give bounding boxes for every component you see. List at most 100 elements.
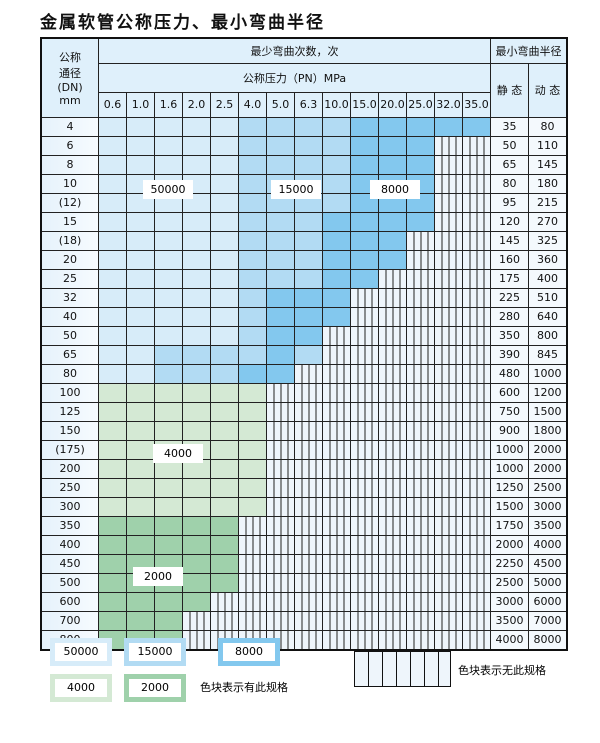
static-radius-cell: 2000 [490,534,529,555]
no-spec-cell [462,496,491,517]
spec-cell-8000 [294,287,323,308]
no-spec-cell [350,477,379,498]
spec-cell-4000 [238,439,267,460]
spec-cell-2000 [98,553,127,574]
dn-cell: 150 [40,420,99,441]
spec-cell-50000 [210,154,239,175]
no-spec-cell [378,439,407,460]
no-spec-cell [434,439,463,460]
spec-cell-50000 [98,325,127,346]
spec-cell-50000 [154,154,183,175]
spec-cell-50000 [98,154,127,175]
static-header: 静 态 [490,62,529,118]
dn-cell: 32 [40,287,99,308]
spec-cell-2000 [154,534,183,555]
dn-cell: 400 [40,534,99,555]
spec-cell-4000 [210,382,239,403]
table-row: 125 750 1500 [40,401,568,422]
spec-cell-15000 [238,230,267,251]
static-radius-cell: 900 [490,420,529,441]
page-title: 金属软管公称压力、最小弯曲半径 [40,13,325,33]
no-spec-cell [462,629,491,650]
spec-cell-50000 [154,249,183,270]
spec-cell-50000 [98,344,127,365]
spec-cell-2000 [210,553,239,574]
no-spec-cell [462,515,491,536]
spec-cell-4000 [210,477,239,498]
no-spec-cell [350,458,379,479]
dynamic-radius-cell: 5000 [528,572,568,593]
static-radius-cell: 350 [490,325,529,346]
no-spec-cell [378,477,407,498]
spec-cell-50000 [98,135,127,156]
table-row: 400 2000 4000 [40,534,568,555]
spec-cell-50000 [210,268,239,289]
spec-cell-8000 [322,211,351,232]
no-spec-cell [350,610,379,631]
dynamic-radius-cell: 2000 [528,458,568,479]
no-spec-cell [462,420,491,441]
spec-cell-4000 [126,458,155,479]
dynamic-radius-cell: 3500 [528,515,568,536]
spec-cell-15000 [294,211,323,232]
dn-cell: 450 [40,553,99,574]
dynamic-radius-cell: 215 [528,192,568,213]
no-spec-cell [406,515,435,536]
dn-cell: 80 [40,363,99,384]
spec-cell-50000 [126,230,155,251]
table-row: 65 390 845 [40,344,568,365]
dn-cell: 700 [40,610,99,631]
spec-cell-15000 [238,192,267,213]
dn-cell: 250 [40,477,99,498]
no-spec-cell [266,572,295,593]
spec-cell-2000 [210,515,239,536]
pressure-column-header: 1.0 [126,91,155,118]
spec-cell-4000 [210,401,239,422]
spec-cell-50000 [98,173,127,194]
dn-cell: 15 [40,211,99,232]
spec-cell-4000 [98,496,127,517]
no-spec-cell [350,344,379,365]
no-spec-cell [434,363,463,384]
no-spec-cell [378,496,407,517]
spec-cell-4000 [238,458,267,479]
spec-cell-15000 [210,344,239,365]
spec-cell-8000 [406,135,435,156]
spec-cell-50000 [154,287,183,308]
no-spec-cell [406,629,435,650]
spec-cell-15000 [238,135,267,156]
no-spec-cell [406,610,435,631]
dn-header-line: mm [59,93,81,107]
dn-cell: 350 [40,515,99,536]
spec-cell-4000 [98,477,127,498]
pressure-column-header: 2.0 [182,91,211,118]
dn-cell: (18) [40,230,99,251]
dn-cell: 125 [40,401,99,422]
dynamic-radius-cell: 800 [528,325,568,346]
table-row: 200 1000 2000 [40,458,568,479]
static-radius-cell: 1750 [490,515,529,536]
spec-cell-50000 [98,306,127,327]
spec-cell-4000 [154,420,183,441]
no-spec-cell [350,629,379,650]
no-spec-cell [294,496,323,517]
spec-cell-50000 [210,173,239,194]
spec-cell-2000 [98,515,127,536]
dn-cell: (12) [40,192,99,213]
dynamic-radius-cell: 360 [528,249,568,270]
static-radius-cell: 65 [490,154,529,175]
legend-hatch-swatch [354,651,451,687]
spec-cell-15000 [238,116,267,137]
spec-cell-4000 [154,477,183,498]
no-spec-cell [406,363,435,384]
pressure-column-header: 10.0 [322,91,351,118]
no-spec-cell [294,572,323,593]
no-spec-cell [434,401,463,422]
no-spec-cell [322,401,351,422]
spec-cell-8000 [378,230,407,251]
no-spec-cell [462,344,491,365]
spec-cell-50000 [182,325,211,346]
spec-cell-50000 [182,154,211,175]
no-spec-cell [406,382,435,403]
no-spec-cell [294,420,323,441]
